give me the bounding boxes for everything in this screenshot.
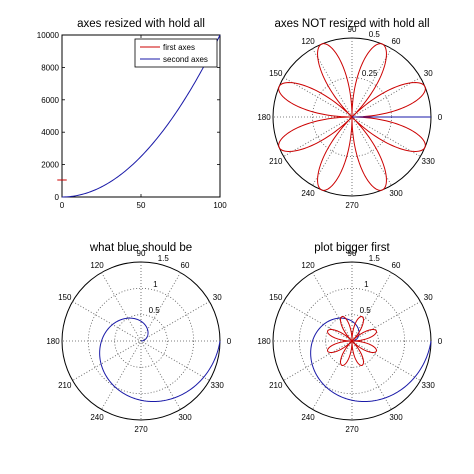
polar-angle-label: 210: [269, 157, 283, 166]
series-second-axes: [61, 34, 221, 198]
polar-angle-label: 120: [301, 37, 315, 46]
polar-angle-label: 240: [90, 413, 104, 422]
polar-angle-label: 150: [269, 293, 283, 302]
y-tick-label: 2000: [41, 161, 59, 170]
x-tick-label: 50: [137, 201, 146, 210]
x-tick-label: 0: [60, 201, 65, 210]
polar-angle-label: 0: [438, 113, 443, 122]
polar-angle-label: 330: [422, 381, 436, 390]
polar-ring-label: 0.25: [362, 69, 378, 78]
panel-what-blue-should-be: what blue should be 0 30 60 90 120 150 180 210 2…: [46, 242, 231, 434]
polar-ring-label: 0.5: [360, 306, 372, 315]
polar-angle-label: 60: [392, 37, 401, 46]
polar-series-blue-0: [99, 317, 221, 403]
polar-angle-label: 180: [46, 337, 60, 346]
polar-series-red-1: [327, 316, 377, 366]
polar-angle-label: 60: [181, 261, 190, 270]
x-tick-label: 100: [213, 201, 227, 210]
polar-angle-label: 0: [438, 337, 443, 346]
chart-title: axes resized with hold all: [77, 18, 205, 30]
polar-ring: [298, 287, 406, 395]
legend: first axes second axes: [134, 38, 218, 68]
polar-grid: 0 30 60 90 120 150 180 210 240 270 300 330 0.5 1 1.5: [46, 249, 231, 434]
polar-angle-label: 300: [389, 189, 403, 198]
polar-angle-label: 270: [345, 201, 359, 210]
polar-ring-label: 1: [364, 280, 369, 289]
legend-box: [134, 38, 218, 68]
polar-angle-label: 0: [227, 337, 232, 346]
chart-title: what blue should be: [89, 242, 192, 254]
polar-ring-label: 1.5: [158, 254, 170, 263]
polar-ring: [87, 287, 195, 395]
panel-axes-not-resized: axes NOT resized with hold all 0 30 60 90 12…: [257, 18, 442, 210]
polar-angle-label: 330: [211, 381, 225, 390]
polar-angle-label: 90: [348, 25, 357, 34]
polar-angle-label: 30: [424, 293, 433, 302]
polar-angle-label: 210: [269, 381, 283, 390]
y-tick-label: 4000: [41, 128, 59, 137]
polar-ring-label: 1: [153, 280, 158, 289]
y-tick-label: 10000: [37, 31, 60, 40]
polar-ring-label: 0.5: [369, 30, 381, 39]
chart-title: axes NOT resized with hold all: [274, 18, 429, 30]
polar-angle-label: 270: [345, 425, 359, 434]
polar-series-blue-0: [310, 317, 432, 403]
polar-angle-label: 270: [134, 425, 148, 434]
polar-ring-label: 0.5: [149, 306, 161, 315]
polar-ring: [114, 314, 168, 368]
polar-series-group: [310, 316, 432, 403]
legend-entry-first: first axes: [163, 43, 195, 52]
y-tick-label: 0: [55, 193, 60, 202]
polar-angle-label: 180: [257, 113, 271, 122]
chart-title: plot bigger first: [314, 242, 390, 254]
polar-angle-label: 240: [301, 189, 315, 198]
polar-angle-label: 30: [213, 293, 222, 302]
polar-angle-label: 150: [269, 69, 283, 78]
polar-angle-label: 180: [257, 337, 271, 346]
polar-angle-label: 330: [422, 157, 436, 166]
polar-angle-label: 60: [392, 261, 401, 270]
polar-angle-label: 150: [58, 293, 72, 302]
panel-plot-bigger-first: plot bigger first 0 30 60 90 120 150 180 210 240…: [257, 242, 442, 434]
polar-ring: [325, 314, 379, 368]
polar-angle-label: 300: [389, 413, 403, 422]
polar-angle-label: 240: [301, 413, 315, 422]
polar-series-group: [278, 43, 431, 191]
y-tick-label: 6000: [41, 96, 59, 105]
panel-axes-resized: axes resized with hold all 0 50 100 0 2000 40…: [37, 18, 227, 210]
polar-angle-label: 120: [90, 261, 104, 270]
polar-ring-label: 1.5: [369, 254, 381, 263]
polar-angle-label: 30: [424, 69, 433, 78]
y-tick-label: 8000: [41, 63, 59, 72]
legend-entry-second: second axes: [163, 55, 208, 64]
polar-series-group: [99, 317, 221, 403]
polar-angle-label: 90: [348, 249, 357, 258]
polar-angle-label: 120: [301, 261, 315, 270]
polar-angle-label: 300: [178, 413, 192, 422]
polar-angle-label: 90: [137, 249, 146, 258]
polar-angle-label: 210: [58, 381, 72, 390]
